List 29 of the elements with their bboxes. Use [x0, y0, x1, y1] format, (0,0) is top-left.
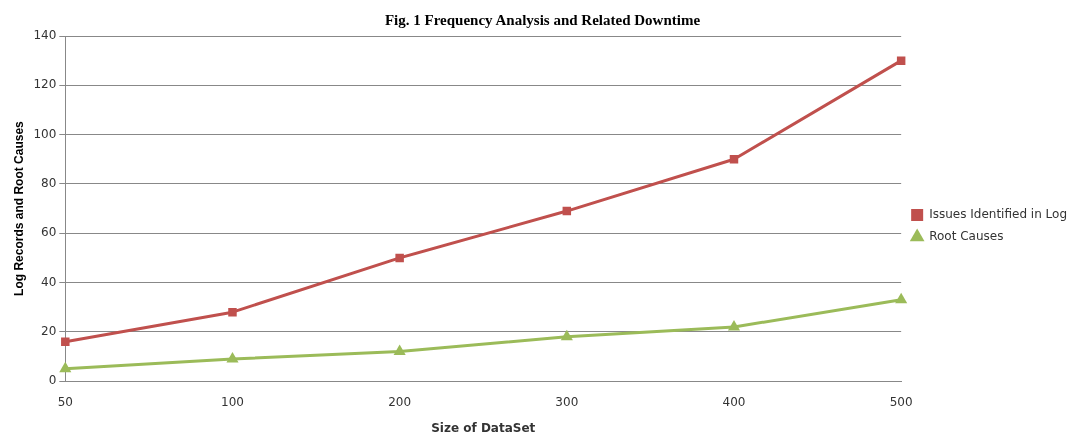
point [393, 344, 406, 356]
point [895, 292, 908, 304]
y-tick-label: 0 [48, 373, 57, 388]
point [61, 337, 70, 346]
chart-title: Fig. 1 Frequency Analysis and Related Downtime [384, 11, 701, 28]
point [395, 253, 404, 263]
point [896, 56, 906, 65]
point [59, 361, 72, 373]
y-tick-label: 140 [33, 28, 57, 43]
point [226, 352, 239, 363]
x-tick-label: 200 [388, 394, 412, 409]
point [729, 155, 739, 164]
point [560, 329, 573, 341]
legend-label: Root Causes [929, 229, 1004, 244]
legend-label: Issues Identified in Log [929, 207, 1067, 222]
y-tick-label: 60 [41, 225, 57, 240]
x-axis-title: Size of DataSet [431, 420, 536, 435]
x-tick-label: 300 [555, 394, 579, 409]
y-tick-label: 20 [41, 324, 57, 339]
y-tick-label: 40 [41, 274, 57, 289]
point [228, 307, 237, 317]
y-tick-label: 80 [41, 176, 57, 191]
x-tick-label: 400 [722, 394, 746, 409]
y-tick-label: 120 [33, 77, 57, 92]
y-axis-title: Log Records and Root Causes [11, 120, 26, 296]
x-tick-label: 100 [221, 394, 244, 409]
x-tick-label: 50 [57, 394, 73, 409]
x-tick-label: 500 [889, 394, 913, 409]
y-tick-label: 100 [33, 126, 57, 141]
